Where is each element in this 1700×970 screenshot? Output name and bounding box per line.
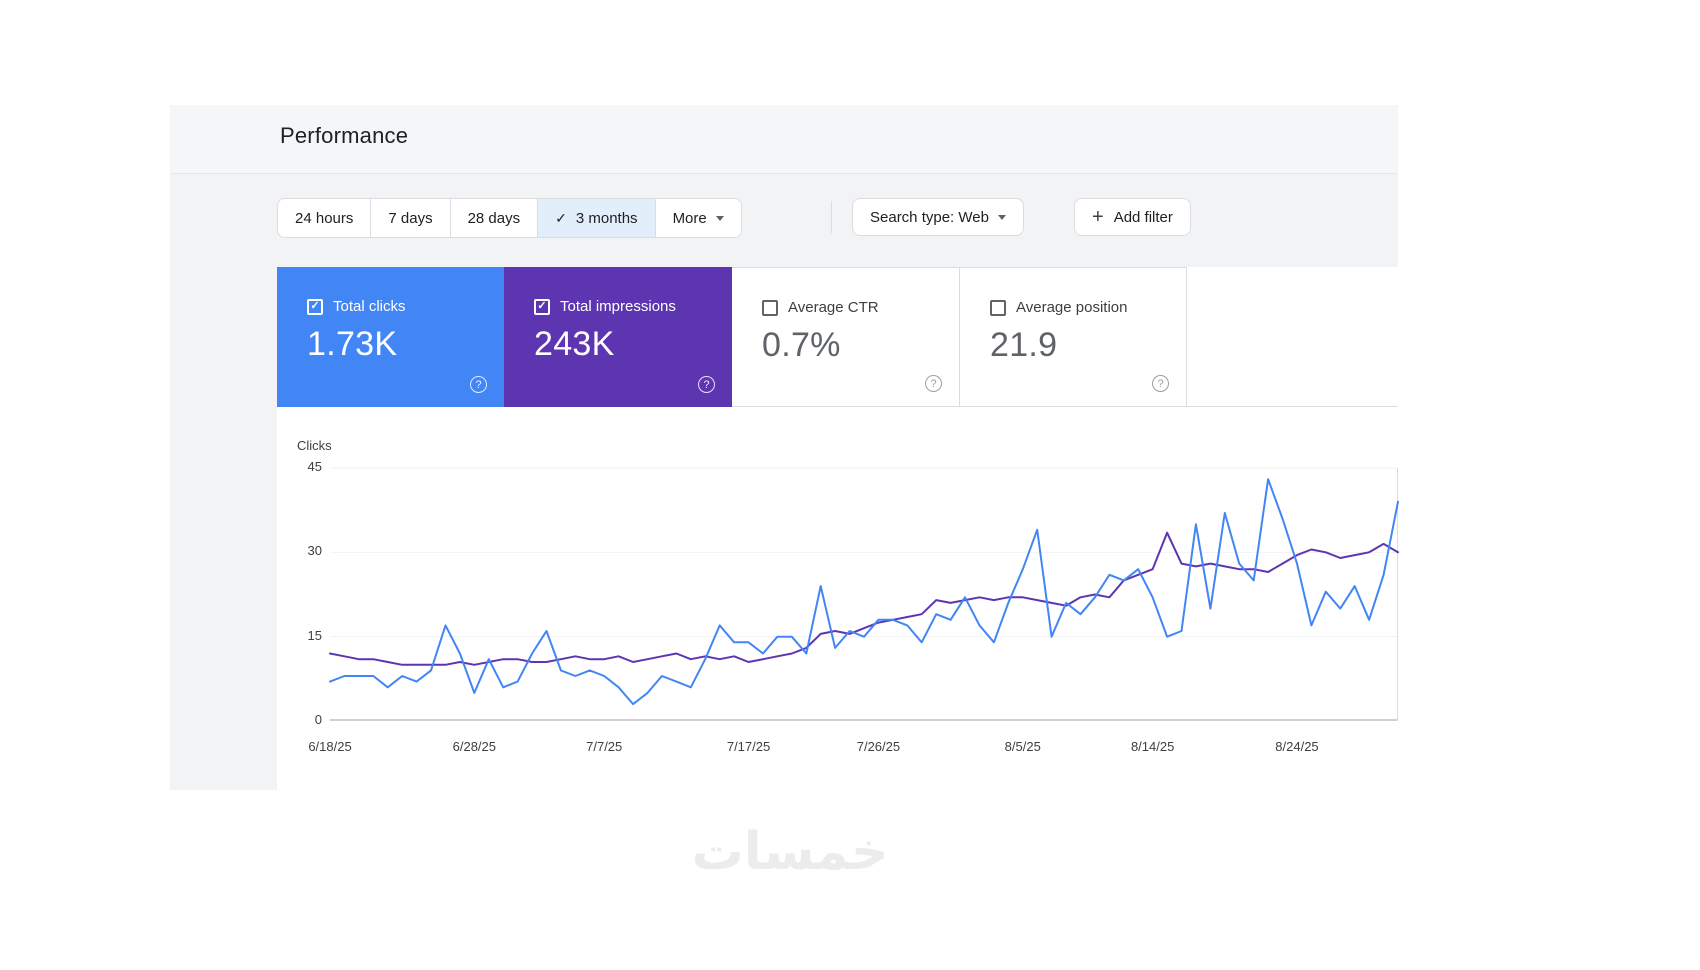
add-filter-chip[interactable]: + Add filter <box>1074 198 1191 236</box>
metric-label: Total impressions <box>560 298 676 315</box>
metric-value: 1.73K <box>307 325 398 363</box>
search-type-chip[interactable]: Search type: Web <box>852 198 1024 236</box>
checkbox-checked-icon[interactable]: ✓ <box>307 298 323 315</box>
date-range-chip-group: 24 hours 7 days 28 days ✓ 3 months More <box>277 198 742 238</box>
help-icon[interactable]: ? <box>925 375 942 392</box>
chip-label: 28 days <box>467 209 521 227</box>
checkmark-icon: ✓ <box>537 300 547 312</box>
checkmark-icon: ✓ <box>310 300 320 312</box>
caret-down-icon <box>715 215 724 221</box>
metric-header-spacer <box>1187 267 1398 407</box>
performance-line-chart <box>329 467 1399 721</box>
checkbox-unchecked-icon[interactable] <box>762 299 778 316</box>
chip-7-days[interactable]: 7 days <box>370 199 450 237</box>
chip-24-hours[interactable]: 24 hours <box>278 199 371 237</box>
metric-label: Average CTR <box>788 299 879 316</box>
chip-label: 7 days <box>388 209 433 227</box>
plus-icon: + <box>1092 206 1104 228</box>
watermark: خمسات <box>691 822 889 882</box>
add-filter-label: Add filter <box>1113 208 1173 226</box>
help-icon[interactable]: ? <box>698 376 715 393</box>
caret-down-icon <box>997 214 1006 220</box>
metric-tile-header: ✓ Total clicks <box>307 298 406 315</box>
page-title: Performance <box>280 123 409 148</box>
metric-tile-total-impressions[interactable]: ✓ Total impressions 243K ? <box>504 267 732 407</box>
metric-tile-header: ✓ Total impressions <box>534 298 676 315</box>
checkbox-unchecked-icon[interactable] <box>990 299 1006 316</box>
panel-header <box>170 105 1398 174</box>
metric-label: Average position <box>1016 299 1128 316</box>
chip-label: 3 months <box>575 209 638 227</box>
chip-more[interactable]: More <box>654 199 741 237</box>
metric-tile-header: Average CTR <box>762 299 879 316</box>
chip-label: More <box>672 209 707 227</box>
metric-value: 21.9 <box>990 326 1058 364</box>
chip-label: 24 hours <box>295 209 354 227</box>
metric-label: Total clicks <box>333 298 406 315</box>
checkmark-icon: ✓ <box>555 209 567 226</box>
metric-tile-header: Average position <box>990 299 1127 316</box>
help-icon[interactable]: ? <box>1152 375 1169 392</box>
help-icon[interactable]: ? <box>470 376 487 393</box>
series-line-total-clicks <box>329 478 1399 706</box>
chip-28-days[interactable]: 28 days <box>449 199 538 237</box>
checkbox-checked-icon[interactable]: ✓ <box>534 298 550 315</box>
filter-divider <box>831 201 832 233</box>
chart-axis-title: Clicks <box>297 438 332 453</box>
chip-3-months[interactable]: ✓ 3 months <box>537 199 655 237</box>
metric-value: 0.7% <box>762 326 841 364</box>
metric-tile-average-position[interactable]: Average position 21.9 ? <box>960 267 1187 407</box>
metric-value: 243K <box>534 325 615 363</box>
search-type-label: Search type: Web <box>870 208 989 226</box>
series-line-total-impressions-scaled-to-clicks-axis- <box>329 531 1399 666</box>
metric-tile-average-ctr[interactable]: Average CTR 0.7% ? <box>732 267 960 407</box>
metric-tile-total-clicks[interactable]: ✓ Total clicks 1.73K ? <box>277 267 504 407</box>
